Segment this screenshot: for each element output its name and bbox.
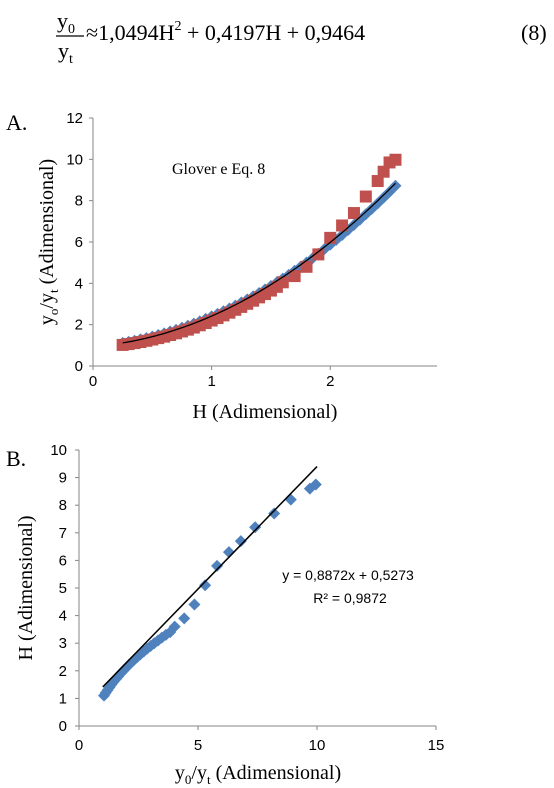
chart-b-y-tick-label: 7 bbox=[59, 525, 67, 542]
chart-b-y-tick-label: 9 bbox=[59, 470, 67, 487]
chart-b-y-tick-label: 10 bbox=[50, 442, 67, 459]
chart-a-y-tick-label: 12 bbox=[66, 110, 83, 127]
chart-b-point-diamond bbox=[284, 493, 297, 506]
chart-a-point-square bbox=[347, 207, 360, 220]
chart-b-x-tick-label: 0 bbox=[75, 737, 83, 754]
chart-b-x-tick-label: 10 bbox=[309, 737, 326, 754]
chart-a-point-square bbox=[371, 175, 384, 188]
chart-a-point-square bbox=[312, 248, 325, 261]
equation: y0 yt ≈1,0494H2 + 0,4197H + 0,9464 (8) bbox=[56, 8, 547, 67]
chart-b: B. 0 1 2 3 4 5 6 7 8 9 10 0 5 10 15 y = 0,8872x + 0,52… bbox=[6, 442, 444, 787]
chart-b-point-diamond bbox=[199, 579, 212, 592]
eq-rhs: ≈1,0494H2 + 0,4197H + 0,9464 bbox=[86, 19, 365, 45]
chart-a-annotation: Glover e Eq. 8 bbox=[172, 161, 265, 178]
chart-a-y-label: yo/yt (Adimensional) bbox=[36, 159, 61, 325]
panel-label-a: A. bbox=[6, 110, 27, 135]
chart-b-trendline-r2: R² = 0,9872 bbox=[313, 590, 387, 606]
chart-a-y-tick-label: 4 bbox=[75, 275, 83, 292]
chart-b-x-tick-label: 15 bbox=[428, 737, 445, 754]
chart-a-point-square bbox=[300, 260, 313, 273]
chart-a-point-diamond bbox=[389, 179, 402, 192]
chart-a-point-square bbox=[336, 219, 349, 232]
chart-a-y-tick-label: 10 bbox=[66, 151, 83, 168]
chart-b-point-diamond bbox=[309, 478, 322, 491]
chart-a-fit-curve bbox=[122, 182, 396, 344]
eq-number: (8) bbox=[521, 20, 547, 45]
chart-b-point-diamond bbox=[211, 559, 224, 572]
chart-b-point-diamond bbox=[178, 612, 191, 625]
chart-b-point-diamond bbox=[168, 620, 181, 633]
chart-a-y-tick-label: 8 bbox=[75, 193, 83, 210]
chart-b-y-tick-label: 2 bbox=[59, 663, 67, 680]
chart-a-x-label: H (Adimensional) bbox=[193, 401, 338, 423]
chart-a-point-square bbox=[359, 190, 372, 203]
chart-b-trendline bbox=[102, 466, 318, 688]
chart-a-x-tick-label: 2 bbox=[326, 373, 334, 390]
chart-a-point-square bbox=[276, 276, 289, 289]
chart-a-y-tick-label: 2 bbox=[75, 317, 83, 334]
chart-b-y-tick-label: 1 bbox=[59, 690, 67, 707]
chart-a-y-tick-label: 0 bbox=[75, 358, 83, 375]
chart-b-x-label: y0/yt (Adimensional) bbox=[175, 762, 341, 787]
chart-b-y-tick-label: 4 bbox=[59, 608, 67, 625]
chart-a-x-tick-label: 1 bbox=[207, 373, 215, 390]
chart-b-y-label: H (Adimensional) bbox=[15, 516, 37, 661]
chart-b-point-diamond bbox=[234, 535, 247, 548]
chart-a-point-square bbox=[324, 231, 337, 244]
chart-b-y-tick-label: 6 bbox=[59, 552, 67, 569]
chart-b-point-diamond bbox=[249, 521, 262, 534]
chart-b-y-tick-label: 5 bbox=[59, 580, 67, 597]
chart-b-y-tick-label: 3 bbox=[59, 635, 67, 652]
eq-numerator: y0 bbox=[57, 8, 75, 37]
chart-b-x-tick-label: 5 bbox=[194, 737, 202, 754]
chart-a-y-tick-label: 6 bbox=[75, 234, 83, 251]
chart-a-point-square bbox=[389, 153, 402, 166]
chart-b-point-diamond bbox=[268, 507, 281, 520]
chart-a-point-square bbox=[377, 165, 390, 178]
chart-b-y-tick-label: 0 bbox=[59, 718, 67, 735]
chart-b-trendline-equation: y = 0,8872x + 0,5273 bbox=[282, 567, 414, 583]
chart-b-y-tick-label: 8 bbox=[59, 497, 67, 514]
panel-label-b: B. bbox=[6, 446, 26, 471]
chart-a-x-tick-label: 0 bbox=[89, 373, 97, 390]
chart-b-point-diamond bbox=[188, 598, 201, 611]
chart-a-point-square bbox=[288, 270, 301, 283]
eq-denominator: yt bbox=[58, 38, 73, 67]
